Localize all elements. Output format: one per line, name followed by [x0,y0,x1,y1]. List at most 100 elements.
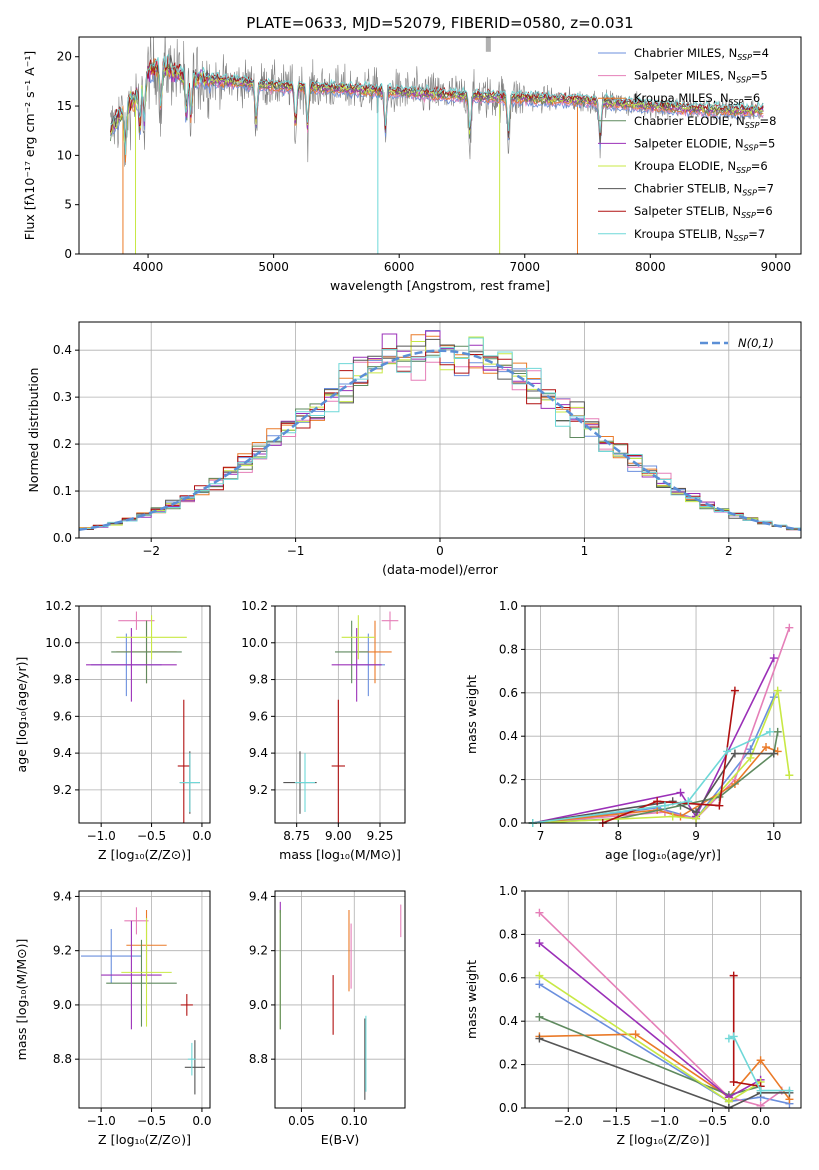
x-axis-label: (data-model)/error [382,562,499,577]
y-tick-label: 10 [57,148,72,162]
panel-residuals: −2 −1 0 1 2 0.0 0.1 0.2 0.3 0.4 (data-model)/error… [26,321,802,577]
axes-frame [78,36,802,255]
x-axis-label: Z [log₁₀(Z/Z⊙)] [617,1132,710,1147]
y-tick-label: 1.0 [499,884,518,898]
x-tick-label: 0.0 [192,829,211,843]
x-tick-label: 9 [692,829,700,843]
y-tick-label: 0.6 [499,971,518,985]
legend-entry: Salpeter STELIB, NSSP=6 [634,204,773,220]
x-tick-label: 8 [614,829,622,843]
y-axis-label: age [log₁₀(age/yr)] [14,657,29,773]
data-point-marker [746,745,755,754]
legend-count: =6 [756,204,773,218]
legend-entry: Kroupa STELIB, NSSP=7 [634,227,765,243]
x-tick-label: 0.0 [751,1114,770,1128]
errorbar-point [86,628,177,702]
data-point-marker [730,686,739,695]
data-point-marker [785,771,794,780]
x-tick-label: −2 [142,544,160,558]
legend-entry: Chabrier MILES, NSSP=4 [634,46,769,62]
legend-subscript: SSP [734,234,749,243]
legend-count: =8 [760,114,777,128]
x-axis-label: wavelength [Angstrom, rest frame] [330,278,550,293]
series-line [728,1035,790,1092]
series-line [538,912,783,1107]
y-tick-label: 9.8 [249,673,268,687]
plot-area-age-vs-Z [86,611,200,823]
y-tick-label: 9.2 [53,944,72,958]
errorbar-point [180,994,193,1016]
series-kroupa-stelib [724,1032,794,1095]
legend-label: Chabrier STELIB, N [634,182,742,196]
x-tick-label: 8.75 [283,829,310,843]
x-tick-label: −1 [287,544,305,558]
data-point-marker [756,1086,765,1095]
errorbar-point [116,615,187,660]
data-point-marker [631,1030,640,1039]
series-chabrier-elodie [535,1012,765,1099]
series-line [732,975,761,1088]
data-point-marker [756,1056,765,1065]
plot-area-mass-weight-vs-age [528,623,794,827]
x-tick-label: 7000 [509,260,540,274]
legend-entry: Kroupa MILES, NSSP=6 [634,91,760,107]
y-tick-label: 1.0 [499,599,518,613]
model-line-kroupa-elodie [110,63,764,147]
panel-age-vs-Z: −1.0 −0.5 0.0 9.2 9.4 9.6 9.8 10.0 10.2 Z [log₁₀(… [14,599,211,862]
errorbar-point [111,620,182,684]
x-tick-label: 0.0 [192,1114,211,1128]
errorbar-point [381,611,399,630]
data-point-marker [723,747,732,756]
legend-count: =7 [757,182,774,196]
y-tick-label: 9.6 [53,709,72,723]
x-tick-label: 9.00 [325,829,352,843]
series-line [539,1037,790,1109]
panel-mass-vs-Z: −1.0 −0.5 0.0 8.8 9.0 9.2 9.4 Z [log₁₀(Z/Z⊙)] ma… [14,889,211,1147]
errorbar-point [118,611,155,630]
data-point-marker [724,1034,733,1043]
y-tick-label: 9.2 [249,944,268,958]
x-tick-label: 2 [725,544,733,558]
y-tick-label: 9.2 [249,783,268,797]
axes-frame [274,890,406,1109]
data-point-marker [535,980,544,989]
plot-area-age-vs-mass [283,611,399,823]
series-line [532,627,791,824]
y-tick-label: 0.3 [53,390,72,404]
y-tick-label: 8.8 [53,1052,72,1066]
data-point-marker [715,801,724,810]
legend-count: =6 [743,91,760,105]
errorbar-point [177,699,190,823]
axes-frame [274,605,406,824]
x-axis-label: Z [log₁₀(Z/Z⊙)] [98,1132,191,1147]
x-tick-label: 9000 [761,260,792,274]
y-axis-label: mass weight [464,675,479,754]
legend-count: =6 [751,159,768,173]
legend-subscript: SSP [736,76,751,85]
legend-subscript: SSP [736,166,751,175]
x-tick-label: 9.25 [367,829,394,843]
data-point-marker [730,749,739,758]
axes-frame [524,605,802,824]
y-tick-label: 9.8 [53,673,72,687]
y-tick-label: 0.0 [499,1101,518,1115]
y-axis-label: mass weight [464,960,479,1039]
panel-mass-vs-EBV: 0.05 0.10 8.8 9.0 9.2 9.4 E(B-V) [249,889,406,1147]
legend-entry: Chabrier ELODIE, NSSP=8 [634,114,776,130]
legend-label: Chabrier MILES, N [634,46,737,60]
y-tick-label: 10.0 [241,636,268,650]
x-tick-label: −0.5 [137,1114,166,1128]
data-point-marker [692,808,701,817]
data-point-marker [676,788,685,797]
series-line [539,1016,761,1096]
data-point-marker [535,1034,544,1043]
errorbar-point [121,918,172,1027]
x-axis-label: Z [log₁₀(Z/Z⊙)] [98,847,191,862]
series-line [602,690,736,824]
y-tick-label: 0.8 [499,642,518,656]
y-tick-label: 20 [57,50,72,64]
y-tick-label: 0.1 [53,484,72,498]
x-tick-label: 4000 [133,260,164,274]
data-point-marker [684,797,693,806]
